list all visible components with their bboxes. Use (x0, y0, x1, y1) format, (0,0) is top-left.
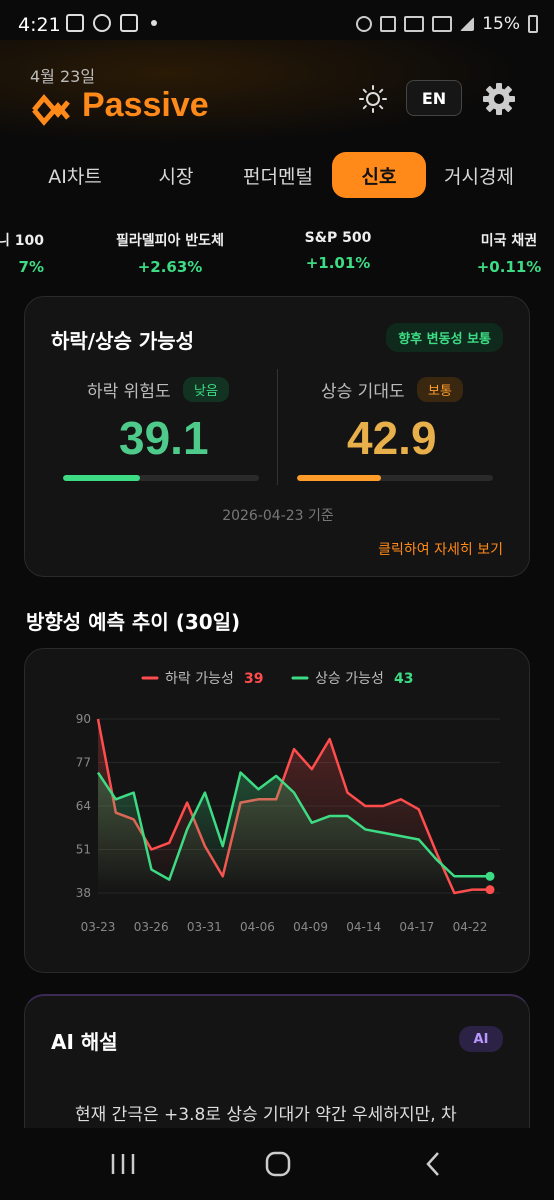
y-tick-label: 77 (76, 756, 91, 770)
x-tick-label: 04-06 (240, 920, 275, 934)
detail-link[interactable]: 클릭하여 자세히 보기 (378, 542, 503, 558)
trend-chart-card: 하락 가능성 39 상승 가능성 43 90 77 64 51 38 03-23 03-26 03-3… (24, 648, 530, 973)
tab-ai-chart[interactable]: AI차트 (48, 165, 102, 188)
series-area (98, 772, 490, 893)
metric-divider (277, 369, 278, 485)
notification-icons (66, 14, 157, 32)
ai-text: 현재 간극은 +3.8로 상승 기대가 약간 우세하지만, 차 (75, 1105, 457, 1125)
x-tick-label: 04-22 (453, 920, 488, 934)
x-tick-label: 03-31 (187, 920, 222, 934)
ticker-item[interactable]: 니 100 7% (0, 230, 44, 276)
recent-apps-icon[interactable] (110, 1152, 136, 1176)
volatility-badge: 향후 변동성 보통 (386, 323, 503, 352)
theme-toggle-sun-icon[interactable] (358, 84, 388, 114)
ticker-item[interactable]: 미국 채권 +0.11% (466, 230, 552, 276)
y-tick-label: 51 (76, 843, 91, 857)
risk-value: 39.1 (119, 412, 209, 464)
language-button[interactable]: EN (406, 80, 462, 116)
ticker-item[interactable]: S&P 500 +1.01% (288, 230, 388, 272)
ticker-change: +2.63% (137, 258, 203, 276)
ai-commentary-card: AI 해설 AI 현재 간극은 +3.8로 상승 기대가 약간 우세하지만, 차 (24, 994, 530, 1154)
risk-level-pill: 낮음 (183, 377, 229, 402)
tab-fundamental[interactable]: 펀더멘털 (243, 165, 313, 188)
more-dot-icon (151, 20, 157, 26)
header-date: 4월 23일 (30, 67, 96, 86)
expect-label: 상승 기대도 (321, 382, 405, 402)
risk-bar-fill (63, 475, 140, 481)
bluetooth-icon (356, 16, 373, 32)
legend-label: 상승 가능성 (315, 671, 384, 687)
ticker-item[interactable]: 필라델피아 반도체 +2.63% (100, 230, 240, 276)
y-tick-label: 90 (76, 712, 91, 726)
passive-logo-icon (32, 94, 70, 126)
ai-badge: AI (459, 1026, 503, 1052)
back-icon[interactable] (424, 1150, 442, 1178)
home-icon[interactable] (264, 1150, 292, 1178)
settings-gear-icon[interactable] (482, 82, 516, 116)
battery-icon (528, 15, 538, 33)
legend-current-value: 43 (394, 671, 413, 687)
main-tabs: AI차트 시장 펀더멘털 신호 거시경제 (0, 152, 554, 198)
x-tick-label: 04-09 (293, 920, 328, 934)
ticker-name: 니 100 (0, 233, 44, 249)
series-line (96, 771, 490, 881)
notion-icon (120, 14, 138, 32)
tab-macro[interactable]: 거시경제 (444, 165, 514, 188)
ticker-change: +1.01% (305, 254, 371, 272)
asof-date: 2026-04-23 기준 (222, 508, 334, 524)
ai-title: AI 해설 (51, 1030, 118, 1054)
x-tick-label: 04-17 (399, 920, 434, 934)
x-tick-label: 03-23 (81, 920, 116, 934)
ticker-name: S&P 500 (304, 230, 372, 246)
tab-signal[interactable]: 신호 (332, 152, 426, 198)
5g-icon (432, 16, 453, 32)
trend-title: 방향성 예측 추이 (30일) (26, 610, 241, 634)
gallery-icon (66, 14, 84, 32)
ticker-change: +0.11% (476, 258, 542, 276)
x-tick-label: 04-14 (346, 920, 381, 934)
y-tick-label: 38 (76, 886, 91, 900)
x-tick-label: 03-26 (134, 920, 169, 934)
signal-icon (460, 17, 475, 31)
expect-value: 42.9 (347, 412, 437, 464)
hd-icon (404, 16, 425, 32)
battery-percent: 15% (482, 14, 520, 34)
tab-market[interactable]: 시장 (158, 165, 194, 188)
ticker-name: 미국 채권 (480, 233, 538, 249)
expect-level-pill: 보통 (417, 377, 463, 402)
y-tick-label: 64 (76, 799, 91, 813)
probability-title: 하락/상승 가능성 (51, 329, 195, 353)
food-icon (93, 14, 111, 32)
trend-chart: 하락 가능성 39 상승 가능성 43 90 77 64 51 38 03-23 03-26 03-3… (76, 671, 500, 934)
ticker-change: 7% (18, 258, 44, 276)
expect-bar (297, 475, 493, 481)
series-end-point (485, 871, 495, 881)
mute-icon (380, 16, 397, 32)
ticker-name: 필라델피아 반도체 (116, 233, 224, 249)
status-bar: 4:21 15% (0, 0, 554, 52)
system-nav-bar (0, 1128, 554, 1200)
legend-current-value: 39 (244, 671, 263, 687)
probability-card[interactable]: 하락/상승 가능성 향후 변동성 보통 하락 위험도 낮음 39.1 상승 기대… (24, 296, 530, 577)
expect-bar-fill (297, 475, 382, 481)
risk-label: 하락 위험도 (87, 382, 171, 402)
legend-label: 하락 가능성 (165, 671, 234, 687)
brand-name: Passive (82, 86, 209, 124)
risk-bar (63, 475, 259, 481)
series-line (96, 718, 490, 895)
status-time: 4:21 (18, 14, 61, 36)
system-icons: 15% (356, 14, 538, 34)
